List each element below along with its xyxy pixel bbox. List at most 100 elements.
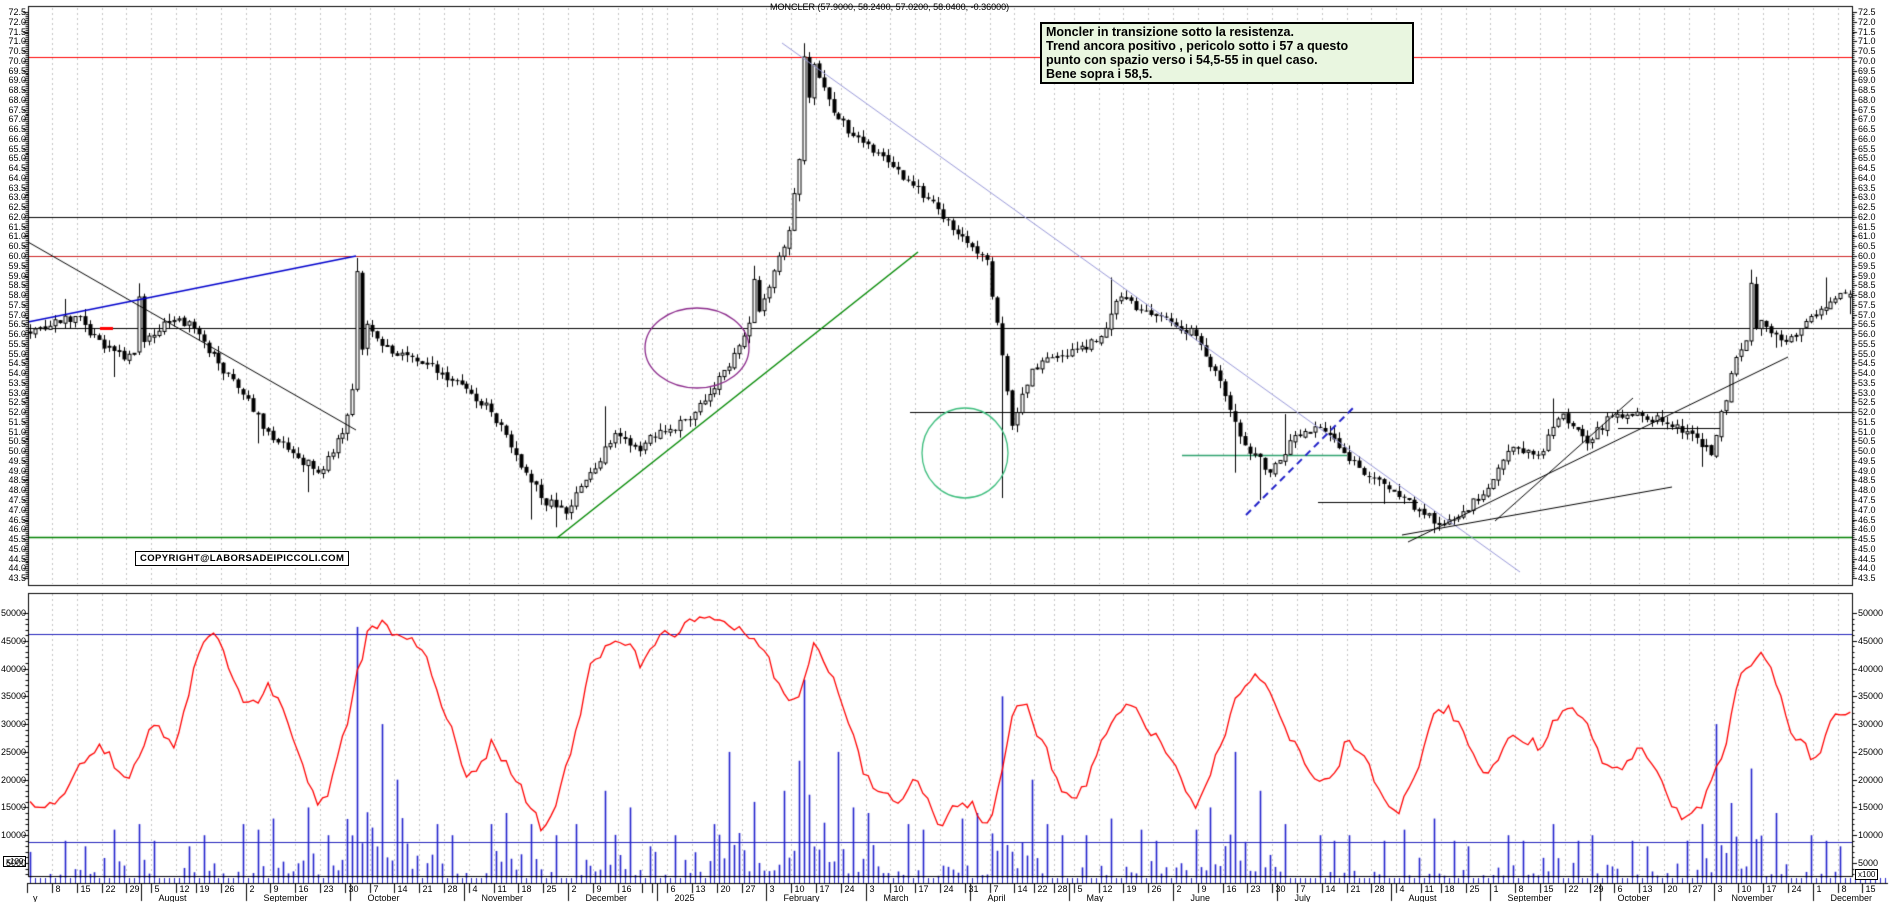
price-axis-label-right: 51.5 bbox=[1858, 416, 1876, 427]
week-tick-label: 13 bbox=[1642, 884, 1653, 894]
price-axis-label-left: 46.0 bbox=[8, 524, 26, 535]
week-tick-label: 1 bbox=[1816, 884, 1822, 894]
price-axis-label-right: 67.0 bbox=[1858, 114, 1876, 125]
price-axis-label-left: 63.0 bbox=[8, 192, 26, 203]
price-axis-label-right: 52.0 bbox=[1858, 407, 1876, 418]
week-tick-label: 8 bbox=[55, 884, 61, 894]
price-axis-label-left: 65.5 bbox=[8, 143, 26, 154]
week-tick-label: 16 bbox=[1226, 884, 1237, 894]
week-tick-label: 2 bbox=[1176, 884, 1182, 894]
price-axis-label-left: 72.0 bbox=[8, 16, 26, 27]
week-tick-label: 7 bbox=[993, 884, 999, 894]
week-tick-label: 3 bbox=[1717, 884, 1723, 894]
price-axis-label-right: 69.5 bbox=[1858, 65, 1876, 76]
price-axis-label-left: 59.5 bbox=[8, 260, 26, 271]
week-tick-label: 9 bbox=[596, 884, 602, 894]
week-tick-label: 6 bbox=[670, 884, 676, 894]
price-axis-label-left: 49.5 bbox=[8, 455, 26, 466]
week-tick-label: 16 bbox=[298, 884, 309, 894]
price-axis-label-left: 47.0 bbox=[8, 504, 26, 515]
price-axis-label-left: 51.5 bbox=[8, 416, 26, 427]
week-tick-label: 15 bbox=[80, 884, 91, 894]
week-tick-label: 11 bbox=[1424, 884, 1434, 894]
month-label: December bbox=[585, 893, 628, 902]
price-axis-label-left: 49.0 bbox=[8, 465, 26, 476]
month-label: June bbox=[1190, 893, 1211, 902]
price-axis-label-right: 48.5 bbox=[1858, 475, 1876, 486]
price-axis-label-left: 70.5 bbox=[8, 46, 26, 57]
copyright-watermark[interactable]: COPYRIGHT@LABORSADEIPICCOLI.COM bbox=[135, 551, 350, 566]
price-axis-label-left: 71.0 bbox=[8, 36, 26, 47]
price-axis-label-right: 58.5 bbox=[1858, 280, 1876, 291]
week-tick-label: 28 bbox=[447, 884, 458, 894]
volume-axis-label-left: 15000 bbox=[1, 802, 27, 813]
month-label: December bbox=[1830, 893, 1873, 902]
week-tick-label: 3 bbox=[869, 884, 875, 894]
week-tick-label: 9 bbox=[1201, 884, 1207, 894]
week-tick-label: 27 bbox=[1692, 884, 1703, 894]
volume-axis-label-right: 40000 bbox=[1858, 663, 1884, 674]
price-axis-label-right: 58.0 bbox=[1858, 290, 1876, 301]
price-axis-label-left: 48.0 bbox=[8, 485, 26, 496]
note-line: Trend ancora positivo , pericolo sotto i… bbox=[1046, 39, 1349, 53]
price-axis-label-right: 45.0 bbox=[1858, 543, 1876, 554]
price-axis-label-left: 53.5 bbox=[8, 377, 26, 388]
volume-axis-label-left: 35000 bbox=[1, 691, 27, 702]
week-tick-label: 2 bbox=[571, 884, 577, 894]
week-tick-label: 18 bbox=[1444, 884, 1455, 894]
week-tick-label: 28 bbox=[1374, 884, 1385, 894]
volume-axis-label-left: 10000 bbox=[1, 830, 27, 841]
week-tick-label: 7 bbox=[1300, 884, 1306, 894]
price-axis-label-right: 45.5 bbox=[1858, 534, 1876, 545]
week-tick-label: 4 bbox=[472, 884, 478, 894]
price-axis-label-left: 71.5 bbox=[8, 26, 26, 37]
price-axis-label-left: 44.0 bbox=[8, 563, 26, 574]
price-axis-label-left: 48.5 bbox=[8, 475, 26, 486]
week-tick-label: 15 bbox=[1543, 884, 1554, 894]
week-tick-label: 30 bbox=[348, 884, 359, 894]
week-tick-label: 10 bbox=[794, 884, 805, 894]
week-tick-label: 17 bbox=[1766, 884, 1777, 894]
price-axis-label-right: 69.0 bbox=[1858, 75, 1876, 86]
price-axis-label-left: 60.0 bbox=[8, 251, 26, 261]
price-axis-label-right: 62.0 bbox=[1858, 211, 1876, 222]
price-axis-label-right: 48.0 bbox=[1858, 485, 1876, 496]
week-tick-label: 22 bbox=[1568, 884, 1579, 894]
volume-axis-label-right: 15000 bbox=[1858, 802, 1884, 813]
month-label: y bbox=[33, 893, 38, 902]
month-label: November bbox=[1731, 893, 1774, 902]
price-axis-label-right: 66.0 bbox=[1858, 133, 1876, 144]
volume-axis-label-right: 35000 bbox=[1858, 691, 1884, 702]
note-line: Bene sopra i 58,5. bbox=[1046, 67, 1153, 81]
price-axis-label-right: 44.5 bbox=[1858, 553, 1876, 564]
volume-axis-label-right: 20000 bbox=[1858, 774, 1884, 785]
price-axis-label-left: 52.0 bbox=[8, 407, 26, 418]
price-axis-label-left: 56.5 bbox=[8, 319, 26, 330]
price-axis-label-right: 64.5 bbox=[1858, 163, 1876, 174]
price-axis-label-left: 45.0 bbox=[8, 543, 26, 554]
price-axis-label-left: 46.5 bbox=[8, 514, 26, 525]
note-line: Moncler in transizione sotto la resisten… bbox=[1046, 25, 1294, 39]
week-tick-label: 22 bbox=[105, 884, 116, 894]
price-axis-label-left: 70.0 bbox=[8, 55, 26, 66]
month-label: August bbox=[158, 893, 187, 902]
analysis-note-box[interactable]: Moncler in transizione sotto la resisten… bbox=[1040, 22, 1414, 84]
week-tick-label: 28 bbox=[1057, 884, 1068, 894]
month-label: September bbox=[1507, 893, 1552, 902]
price-axis-label-right: 55.0 bbox=[1858, 348, 1876, 359]
price-axis-label-right: 71.5 bbox=[1858, 26, 1876, 37]
week-tick-label: 7 bbox=[373, 884, 379, 894]
price-axis-label-right: 62.5 bbox=[1858, 202, 1876, 213]
price-axis-label-right: 47.0 bbox=[1858, 504, 1876, 515]
price-axis-label-right: 65.5 bbox=[1858, 143, 1876, 154]
price-axis-label-right: 51.0 bbox=[1858, 426, 1876, 437]
month-label: September bbox=[263, 893, 308, 902]
price-axis-label-right: 56.5 bbox=[1858, 319, 1876, 330]
week-tick-label: 26 bbox=[1151, 884, 1162, 894]
price-axis-label-right: 54.0 bbox=[1858, 368, 1876, 379]
price-axis-label-left: 72.5 bbox=[8, 7, 26, 17]
volume-axis-label-right: 30000 bbox=[1858, 719, 1884, 730]
price-axis-label-left: 43.5 bbox=[8, 573, 26, 584]
chart-title: MONCLER (57.9000, 58.2400, 57.0200, 58.0… bbox=[770, 2, 1010, 12]
